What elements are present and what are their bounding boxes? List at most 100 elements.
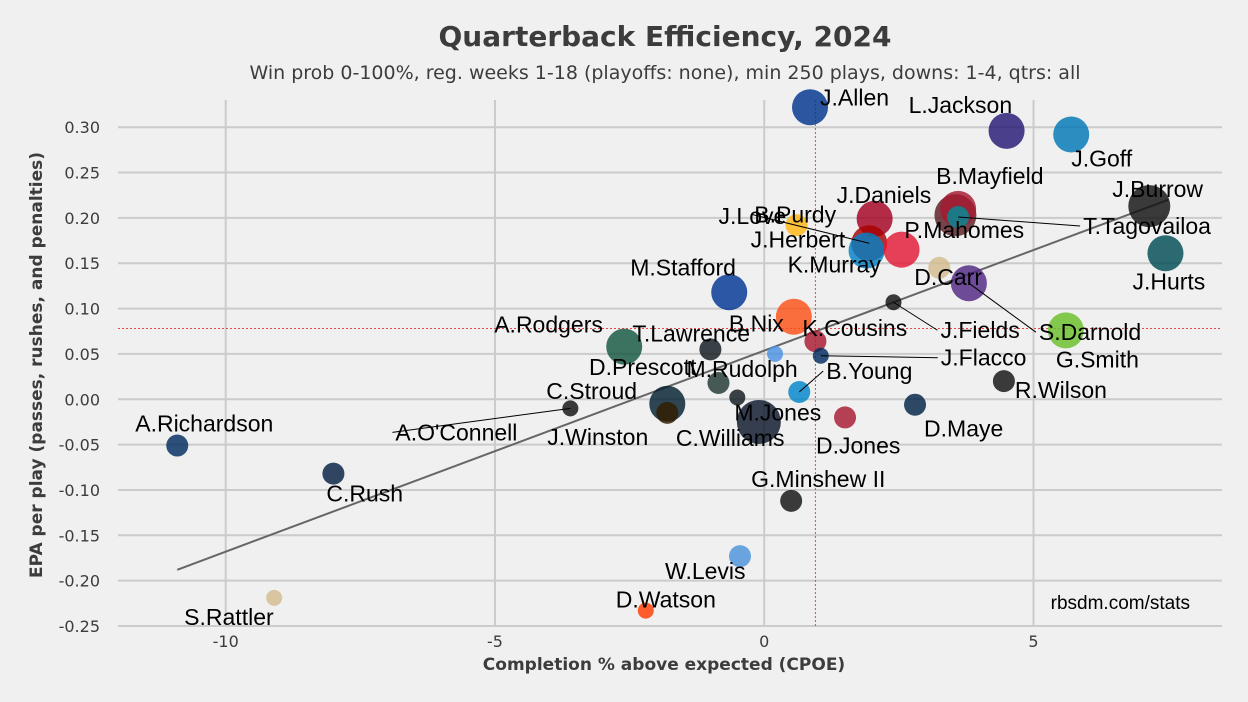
label-t-tagovailoa: T.Tagovailoa xyxy=(1083,213,1211,239)
point-k-murray xyxy=(883,231,920,268)
leader-b-purdy xyxy=(751,213,870,244)
point-labels-layer: J.Allen L.Jackson J.Goff J.Burrow B.Mayfield… xyxy=(135,84,1211,630)
label-t-lawrence: T.Lawrence xyxy=(632,320,750,346)
leader-s-darnold xyxy=(968,282,1037,333)
label-c-williams: C.Williams xyxy=(676,425,785,451)
point-d-maye xyxy=(904,393,927,416)
y-tick-label: 0.15 xyxy=(64,254,100,273)
point-r-wilson xyxy=(992,370,1015,393)
y-tick-label: -0.20 xyxy=(59,572,100,591)
point-c-rush xyxy=(322,462,345,485)
point-d-jones xyxy=(834,406,857,429)
point-j-herbert xyxy=(848,232,885,269)
label-r-wilson: R.Wilson xyxy=(1015,377,1107,403)
label-j-flacco: J.Flacco xyxy=(941,345,1027,371)
y-tick-label: -0.10 xyxy=(59,481,100,500)
label-g-minshew-ii: G.Minshew II xyxy=(751,466,885,492)
label-b-nix: B.Nix xyxy=(729,311,784,337)
point-j-allen xyxy=(792,89,829,126)
label-d-jones: D.Jones xyxy=(816,432,900,458)
label-k-murray: K.Murray xyxy=(788,252,882,278)
tick-labels-layer: 0.30 0.25 0.20 0.15 0.10 0.05 0.00 -0.05 -0.10 -0… xyxy=(59,118,1039,651)
leader-lines-layer xyxy=(392,213,1081,433)
label-b-purdy: B.Purdy xyxy=(754,201,836,227)
point-m-jones xyxy=(729,389,746,406)
y-tick-label: 0.10 xyxy=(64,300,100,319)
y-tick-label: 0.30 xyxy=(64,118,100,137)
label-j-burrow: J.Burrow xyxy=(1112,176,1203,202)
label-j-hurts: J.Hurts xyxy=(1132,268,1205,294)
label-j-winston: J.Winston xyxy=(547,424,648,450)
leader-j-fields xyxy=(893,301,938,331)
point-m-rudolph xyxy=(707,371,730,394)
label-j-herbert: J.Herbert xyxy=(751,227,846,253)
leader-b-young xyxy=(798,370,824,393)
leader-t-tagovailoa xyxy=(958,216,1081,227)
point-g-minshew-ii xyxy=(780,489,803,512)
label-k-cousins: K.Cousins xyxy=(802,315,907,341)
label-w-levis: W.Levis xyxy=(665,558,746,584)
trend-line-layer xyxy=(176,198,1169,571)
point-l-jackson xyxy=(988,112,1025,149)
leader-a-o-connell xyxy=(392,407,571,433)
label-c-rush: C.Rush xyxy=(326,481,403,507)
point-m-stafford xyxy=(711,274,748,311)
point-b-nix xyxy=(775,298,812,335)
point-j-winston xyxy=(656,401,679,424)
x-axis-label: Completion % above expected (CPOE) xyxy=(483,655,845,675)
point-k-cousins xyxy=(804,330,827,353)
label-d-maye: D.Maye xyxy=(924,416,1003,442)
point-d-prescott xyxy=(767,345,784,362)
y-tick-label: 0.00 xyxy=(64,390,100,409)
label-j-goff: J.Goff xyxy=(1071,145,1133,171)
point-a-rodgers xyxy=(606,328,643,365)
label-l-jackson: L.Jackson xyxy=(909,92,1013,118)
y-tick-label: 0.20 xyxy=(64,209,100,228)
y-tick-label: 0.05 xyxy=(64,345,100,364)
point-j-burrow xyxy=(1128,185,1171,228)
label-j-fields: J.Fields xyxy=(940,317,1019,343)
x-tick-label: 5 xyxy=(1028,632,1038,651)
x-tick-label: 0 xyxy=(759,632,769,651)
label-b-young: B.Young xyxy=(826,358,912,384)
chart-title: Quarterback Efficiency, 2024 xyxy=(438,20,892,53)
x-tick-label: -10 xyxy=(213,632,239,651)
point-g-smith xyxy=(1047,312,1084,349)
label-d-watson: D.Watson xyxy=(616,587,716,613)
point-j-goff xyxy=(1053,116,1090,153)
label-j-daniels: J.Daniels xyxy=(837,182,932,208)
label-a-o-connell: A.O'Connell xyxy=(395,419,517,445)
point-c-williams xyxy=(736,399,781,444)
label-j-love: J.Love xyxy=(719,203,787,229)
y-tick-label: 0.25 xyxy=(64,164,100,183)
source-credit: rbsdm.com/stats xyxy=(1051,593,1190,614)
label-a-rodgers: A.Rodgers xyxy=(494,312,603,338)
label-j-allen: J.Allen xyxy=(820,84,889,110)
point-w-levis xyxy=(729,545,752,568)
points-layer xyxy=(166,89,1184,619)
point-s-rattler xyxy=(266,589,283,606)
y-axis-label: EPA per play (passes, rushes, and penalt… xyxy=(27,152,47,578)
label-s-rattler: S.Rattler xyxy=(184,604,274,630)
point-j-hurts xyxy=(1147,235,1184,272)
y-tick-label: -0.05 xyxy=(59,436,100,455)
label-m-jones: M.Jones xyxy=(734,399,821,425)
label-c-stroud: C.Stroud xyxy=(546,378,637,404)
label-m-rudolph: M.Rudolph xyxy=(686,356,797,382)
y-tick-label: -0.25 xyxy=(59,617,100,636)
leader-j-flacco xyxy=(820,355,938,359)
x-tick-label: -5 xyxy=(487,632,503,651)
point-d-watson xyxy=(637,602,654,619)
label-d-carr: D.Carr xyxy=(914,264,982,290)
mean-reference-lines xyxy=(118,100,1222,626)
label-d-prescott: D.Prescott xyxy=(589,354,697,380)
label-b-mayfield: B.Mayfield xyxy=(936,163,1043,189)
label-p-mahomes: P.Mahomes xyxy=(904,217,1024,243)
y-tick-label: -0.15 xyxy=(59,526,100,545)
trend-line xyxy=(176,198,1169,571)
label-s-darnold: S.Darnold xyxy=(1039,319,1141,345)
label-g-smith: G.Smith xyxy=(1056,346,1139,372)
point-a-richardson xyxy=(166,434,189,457)
point-d-carr xyxy=(928,256,951,279)
